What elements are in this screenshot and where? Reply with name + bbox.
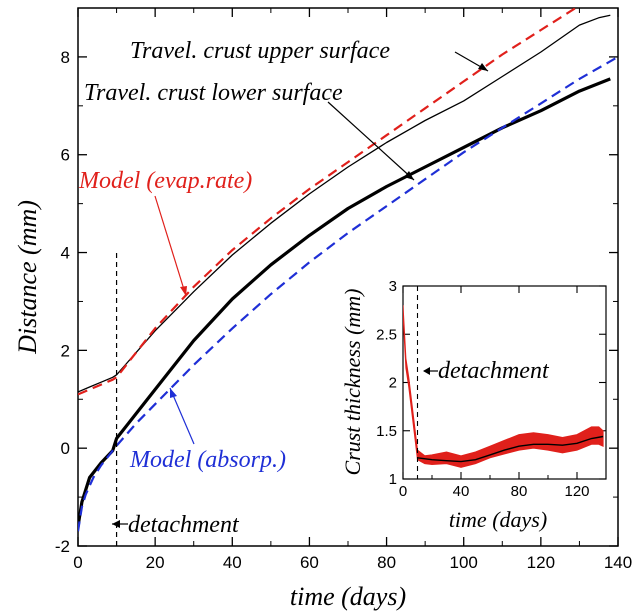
main-xtick-label: 100: [450, 553, 478, 572]
annotation-model-evap: Model (evap.rate): [78, 168, 252, 194]
inset-xtick-label: 80: [511, 483, 528, 500]
inset-ylabel: Crust thickness (mm): [340, 289, 365, 476]
inset-xtick-label: 40: [453, 483, 470, 500]
main-xtick-label: 20: [146, 553, 165, 572]
main-ytick-label: -2: [55, 537, 70, 556]
inset-axis-ticks: 0 40 80 120 1 1.5 2 2.5 3: [376, 278, 606, 500]
arrowhead-detachment: [112, 520, 120, 528]
arrow-evap: [154, 195, 187, 297]
series-upper-surface: [78, 14, 611, 393]
inset-ytick-label: 1.5: [376, 423, 397, 440]
arrow-absorp: [169, 387, 195, 445]
inset-arrowhead-detachment: [423, 367, 430, 375]
main-ytick-label: 2: [61, 341, 70, 360]
annotation-upper-surface: Travel. crust upper surface: [130, 38, 390, 64]
annotation-model-absorp: Model (absorp.): [129, 447, 286, 473]
series-lower-surface: [78, 77, 611, 527]
inset-annotation-detachment: detachment: [438, 358, 550, 384]
main-ytick-label: 0: [61, 439, 70, 458]
inset-series-measured: [403, 305, 604, 468]
main-xtick-label: 0: [73, 553, 82, 572]
arrowhead-evap: [180, 286, 187, 296]
inset-series-smoothed: [417, 435, 604, 463]
inset-xtick-label: 120: [564, 483, 589, 500]
main-xlabel: time (days): [290, 582, 406, 611]
main-ytick-label: 8: [61, 48, 70, 67]
main-xtick-label: 80: [377, 553, 396, 572]
main-xtick-label: 60: [300, 553, 319, 572]
annotation-arrows: [112, 51, 489, 528]
main-ytick-label: 4: [61, 244, 70, 263]
inset-xtick-label: 0: [399, 483, 407, 500]
main-xtick-label: 120: [527, 553, 555, 572]
series-model-evap: [78, 8, 578, 396]
arrowhead-lower: [404, 171, 414, 180]
inset-ytick-label: 1: [389, 471, 397, 488]
arrowhead-absorp: [170, 388, 177, 398]
annotation-detachment: detachment: [128, 512, 240, 538]
series-model-absorp: [78, 55, 618, 532]
inset-xlabel: time (days): [449, 507, 547, 532]
arrow-lower: [327, 101, 415, 181]
main-ylabel: Distance (mm): [13, 200, 42, 355]
inset-series-group: [403, 286, 604, 479]
inset-ytick-label: 2: [389, 375, 397, 392]
main-series-group: [78, 8, 618, 546]
main-xtick-label: 140: [604, 553, 632, 572]
annotation-lower-surface: Travel. crust lower surface: [84, 80, 343, 106]
main-ytick-label: 6: [61, 146, 70, 165]
inset-ytick-label: 3: [389, 278, 397, 295]
main-xtick-label: 40: [223, 553, 242, 572]
inset-ytick-label: 2.5: [376, 326, 397, 343]
arrowhead-upper: [478, 63, 488, 71]
